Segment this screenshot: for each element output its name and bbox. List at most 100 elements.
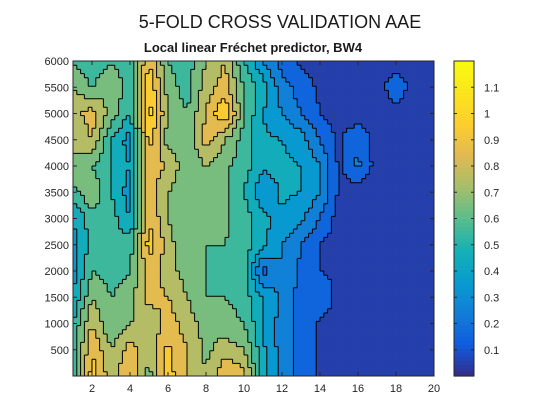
heatmap-cell <box>217 182 222 188</box>
heatmap-cell <box>118 157 123 163</box>
heatmap-cell <box>80 166 85 171</box>
heatmap-cell <box>137 245 142 251</box>
heatmap-cell <box>411 103 416 108</box>
heatmap-cell <box>244 216 249 222</box>
heatmap-cell <box>114 262 120 268</box>
heatmap-cell <box>240 61 245 66</box>
heatmap-cell <box>297 258 302 264</box>
heatmap-cell <box>179 245 184 251</box>
heatmap-cell <box>350 178 355 184</box>
heatmap-cell <box>228 233 234 238</box>
heatmap-cell <box>373 107 378 112</box>
heatmap-cell <box>92 258 97 264</box>
heatmap-cell <box>183 279 188 285</box>
heatmap-cell <box>285 111 291 117</box>
heatmap-cell <box>168 90 173 96</box>
heatmap-cell <box>308 220 313 226</box>
heatmap-cell <box>225 216 230 222</box>
heatmap-cell <box>365 191 370 196</box>
heatmap-cell <box>335 220 340 226</box>
heatmap-cell <box>99 258 104 264</box>
heatmap-cell <box>255 153 260 159</box>
heatmap-cell <box>293 103 298 108</box>
heatmap-cell <box>350 61 355 66</box>
heatmap-cell <box>206 65 211 70</box>
heatmap-cell <box>126 271 131 276</box>
heatmap-cell <box>377 224 382 230</box>
heatmap-cell <box>213 174 218 180</box>
heatmap-cell <box>426 187 431 192</box>
heatmap-cell <box>228 199 234 205</box>
heatmap-cell <box>358 195 363 201</box>
heatmap-cell <box>418 119 424 125</box>
heatmap-cell <box>270 94 275 100</box>
heatmap-cell <box>308 224 313 230</box>
heatmap-cell <box>213 250 218 255</box>
heatmap-cell <box>107 182 112 188</box>
heatmap-cell <box>213 187 218 192</box>
heatmap-cell <box>411 149 416 154</box>
heatmap-cell <box>342 98 348 104</box>
heatmap-cell <box>149 111 154 117</box>
heatmap-cell <box>202 86 207 91</box>
heatmap-cell <box>190 178 196 184</box>
heatmap-cell <box>312 220 317 226</box>
heatmap-cell <box>373 241 378 247</box>
heatmap-cell <box>358 111 363 117</box>
heatmap-cell <box>164 182 169 188</box>
heatmap-cell <box>111 136 116 142</box>
heatmap-cell <box>99 250 104 255</box>
heatmap-cell <box>403 229 408 234</box>
heatmap-cell <box>415 224 420 230</box>
heatmap-cell <box>396 153 401 159</box>
heatmap-cell <box>236 266 241 272</box>
heatmap-cell <box>361 229 367 234</box>
heatmap-cell <box>141 208 146 213</box>
heatmap-cell <box>411 220 416 226</box>
heatmap-cell <box>107 132 112 138</box>
heatmap-cell <box>293 170 298 175</box>
heatmap-cell <box>380 199 386 205</box>
heatmap-cell <box>213 132 218 138</box>
heatmap-cell <box>270 271 275 276</box>
heatmap-cell <box>141 94 146 100</box>
heatmap-cell <box>103 82 108 87</box>
heatmap-cell <box>339 216 344 222</box>
heatmap-cell <box>301 136 306 142</box>
heatmap-cell <box>316 111 321 117</box>
heatmap-cell <box>384 69 389 75</box>
heatmap-cell <box>403 254 408 259</box>
heatmap-cell <box>411 69 416 75</box>
heatmap-cell <box>209 208 215 213</box>
heatmap-cell <box>388 237 393 243</box>
heatmap-cell <box>380 132 386 138</box>
heatmap-cell <box>426 195 431 201</box>
heatmap-cell <box>164 170 169 175</box>
heatmap-cell <box>403 136 408 142</box>
heatmap-cell <box>152 73 158 79</box>
heatmap-cell <box>247 199 253 205</box>
heatmap-cell <box>111 199 116 205</box>
heatmap-cell <box>342 262 348 268</box>
heatmap-cell <box>122 216 127 222</box>
heatmap-cell <box>384 140 389 146</box>
heatmap-cell <box>194 128 199 133</box>
heatmap-cell <box>149 77 154 83</box>
heatmap-cell <box>221 103 226 108</box>
heatmap-cell <box>308 77 313 83</box>
heatmap-cell <box>202 161 207 167</box>
heatmap-cell <box>282 86 287 91</box>
heatmap-cell <box>194 107 199 112</box>
heatmap-cell <box>76 279 82 285</box>
heatmap-cell <box>263 250 268 255</box>
heatmap-cell <box>384 166 389 171</box>
heatmap-cell <box>145 262 150 268</box>
heatmap-cell <box>156 237 161 243</box>
heatmap-cell <box>122 279 127 285</box>
heatmap-cell <box>194 178 199 184</box>
heatmap-cell <box>141 145 146 150</box>
heatmap-cell <box>308 229 313 234</box>
heatmap-cell <box>354 90 359 96</box>
heatmap-cell <box>251 212 256 217</box>
heatmap-cell <box>95 224 101 230</box>
